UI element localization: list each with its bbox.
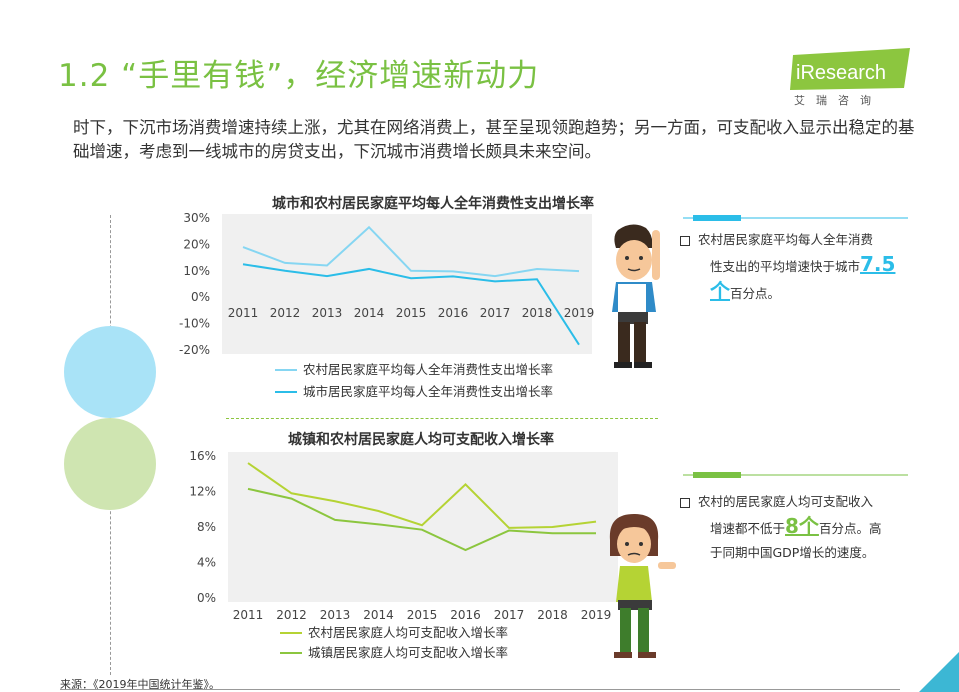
girl-illustration <box>609 514 676 658</box>
plot-background <box>222 214 592 354</box>
panel1-rule <box>683 215 908 221</box>
series-line-1 <box>247 462 597 529</box>
consumption-growth-chart: 30% 20% 10% 0% -10% -20% 2011 2012 2013 2014 2015 2… <box>179 211 595 399</box>
logo-word: iResearch <box>796 62 887 84</box>
y-tick-label: 8% <box>197 520 216 534</box>
logo-subtitle: 艾瑞咨询 <box>794 94 882 107</box>
panel1-text-b: 性支出的平均增速快于城市 <box>710 259 861 274</box>
x-tick-label: 2013 <box>312 306 343 320</box>
panel1-highlight: 7.5 <box>860 252 896 276</box>
income-growth-chart: 16% 12% 8% 4% 0% 2011 2012 2013 2014 2015 2016 2017… <box>189 449 618 660</box>
y-tick-label: -20% <box>179 343 210 357</box>
y-tick-label: 12% <box>189 485 216 499</box>
y-tick-label: 10% <box>183 264 210 278</box>
legend-label-2: 城市居民家庭平均每人全年消费性支出增长率 <box>303 384 553 399</box>
panel2: 农村的居民家庭人均可支配收入 增速都不低于8个百分点。高 于同期中国GDP增长的… <box>680 490 910 565</box>
panel2-rule <box>683 472 908 478</box>
x-tick-label: 2015 <box>407 608 438 622</box>
panel2-text-d: 于同期中国GDP增长的速度。 <box>710 545 875 560</box>
series-line-2 <box>247 487 596 552</box>
legend-label-2: 城镇居民家庭人均可支配收入增长率 <box>308 645 508 660</box>
blue-circle <box>64 326 156 418</box>
panel2-text-c: 百分点。高 <box>818 521 882 536</box>
y-tick-label: 30% <box>183 211 210 225</box>
y-tick-label: 0% <box>191 290 210 304</box>
legend-label-1: 农村居民家庭平均每人全年消费性支出增长率 <box>303 362 553 377</box>
x-tick-label: 2016 <box>438 306 469 320</box>
section-divider <box>226 418 658 419</box>
green-circle <box>64 418 156 510</box>
y-tick-label: 4% <box>197 556 216 570</box>
panel1-highlight-unit: 个 <box>710 279 730 303</box>
chart2-title: 城镇和农村居民家庭人均可支配收入增长率 <box>288 432 554 448</box>
x-tick-label: 2019 <box>581 608 612 622</box>
series-line-1 <box>242 225 580 278</box>
panel1-text-a: 农村居民家庭平均每人全年消费 <box>698 232 874 247</box>
x-tick-label: 2014 <box>363 608 394 622</box>
panel2-text-a: 农村的居民家庭人均可支配收入 <box>698 494 874 509</box>
x-tick-label: 2013 <box>320 608 351 622</box>
x-tick-label: 2011 <box>233 608 264 622</box>
x-tick-label: 2012 <box>276 608 307 622</box>
intro-paragraph: 时下，下沉市场消费增速持续上涨，尤其在网络消费上，甚至呈现领跑趋势；另一方面，可… <box>73 118 915 161</box>
x-tick-label: 2011 <box>228 306 259 320</box>
x-tick-label: 2018 <box>537 608 568 622</box>
footer-rule <box>60 689 900 690</box>
corner-decoration <box>919 652 959 692</box>
x-tick-label: 2016 <box>450 608 481 622</box>
panel2-text-b: 增速都不低于 <box>710 521 786 536</box>
y-tick-label: -10% <box>179 317 210 331</box>
chart1-title: 城市和农村居民家庭平均每人全年消费性支出增长率 <box>272 196 594 212</box>
series-line-2 <box>242 263 580 346</box>
iresearch-logo: iResearch 艾瑞咨询 <box>788 10 918 110</box>
x-tick-label: 2017 <box>494 608 525 622</box>
panel1: 农村居民家庭平均每人全年消费 性支出的平均增速快于城市7.5 个百分点。 <box>680 228 910 306</box>
x-tick-label: 2019 <box>564 306 595 320</box>
page-title: 1.2 “手里有钱”，经济增速新动力 <box>58 58 540 94</box>
x-tick-label: 2015 <box>396 306 427 320</box>
y-tick-label: 16% <box>189 449 216 463</box>
bullet-square-icon <box>680 497 690 508</box>
bullet-square-icon <box>680 235 690 246</box>
y-tick-label: 0% <box>197 591 216 605</box>
x-tick-label: 2012 <box>270 306 301 320</box>
y-tick-label: 20% <box>183 237 210 251</box>
panel2-highlight: 8个 <box>785 514 819 538</box>
legend-label-1: 农村居民家庭人均可支配收入增长率 <box>308 625 508 640</box>
x-tick-label: 2014 <box>354 306 385 320</box>
boy-illustration <box>612 224 660 368</box>
x-tick-label: 2018 <box>522 306 553 320</box>
panel1-text-c: 百分点。 <box>730 286 781 301</box>
x-tick-label: 2017 <box>480 306 511 320</box>
logo-shape <box>790 48 910 90</box>
source-note: 来源：《2019年中国统计年鉴》。 <box>60 678 220 691</box>
